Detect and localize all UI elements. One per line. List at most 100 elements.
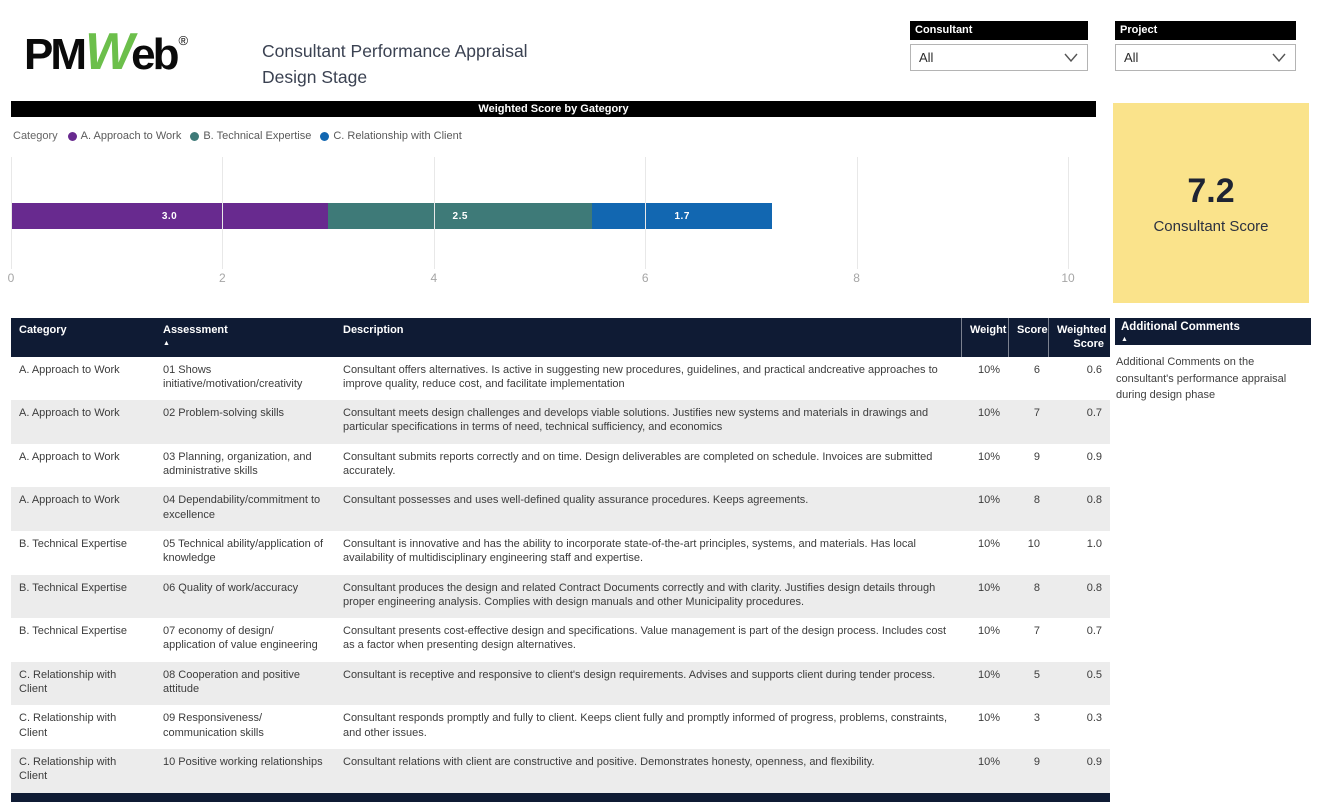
cell-weight[interactable]: 10% bbox=[977, 712, 1000, 725]
table-row[interactable]: A. Approach to Work 04 Dependability/comm… bbox=[11, 487, 1110, 531]
logo-text-pm: PM bbox=[24, 30, 87, 79]
cell-category[interactable]: B. Technical Expertise bbox=[19, 581, 128, 594]
bar-segment[interactable]: 1.7 bbox=[592, 203, 773, 229]
cell-weight[interactable]: 10% bbox=[977, 755, 1000, 768]
cell-weighted-score[interactable]: 0.9 bbox=[1086, 450, 1102, 463]
cell-assessment[interactable]: 07 economy of design/ application of val… bbox=[163, 625, 318, 652]
consultant-filter-dropdown[interactable]: All bbox=[910, 44, 1088, 71]
legend-item[interactable]: B. Technical Expertise bbox=[190, 130, 311, 142]
logo-text-eb: eb bbox=[131, 30, 179, 79]
cell-score[interactable]: 7 bbox=[1033, 407, 1040, 420]
table-body: A. Approach to Work 01 Shows initiative/m… bbox=[11, 356, 1110, 793]
cell-score[interactable]: 8 bbox=[1033, 581, 1040, 594]
chart-legend-items: A. Approach to Work B. Technical Expertis… bbox=[67, 130, 471, 142]
cell-weight[interactable]: 10% bbox=[977, 625, 1000, 638]
table-row[interactable]: C. Relationship with Client 09 Responsive… bbox=[11, 705, 1110, 749]
column-header-weight[interactable]: Weight bbox=[961, 318, 1008, 357]
cell-category[interactable]: C. Relationship with Client bbox=[19, 755, 117, 783]
cell-weight[interactable]: 10% bbox=[977, 537, 1000, 550]
cell-assessment[interactable]: 04 Dependability/commitment to excellenc… bbox=[163, 494, 321, 521]
additional-comments-header[interactable]: Additional Comments ▲ bbox=[1115, 318, 1311, 345]
cell-description[interactable]: Consultant submits reports correctly and… bbox=[343, 450, 933, 478]
bar-chart-plot: 3.0 2.5 1.7 0 2 4 6 8 10 bbox=[8, 157, 1075, 287]
cell-category[interactable]: B. Technical Expertise bbox=[19, 625, 128, 638]
cell-weight[interactable]: 10% bbox=[977, 363, 1000, 376]
cell-weighted-score[interactable]: 0.5 bbox=[1086, 668, 1102, 681]
column-header-weighted-score[interactable]: Weighted Score bbox=[1048, 318, 1110, 357]
report-title-line1: Consultant Performance Appraisal bbox=[262, 41, 528, 61]
gridline bbox=[433, 157, 435, 269]
table-row[interactable]: A. Approach to Work 01 Shows initiative/m… bbox=[11, 356, 1110, 401]
cell-score[interactable]: 7 bbox=[1033, 625, 1040, 638]
cell-score[interactable]: 5 bbox=[1033, 668, 1040, 681]
cell-weighted-score[interactable]: 0.7 bbox=[1086, 625, 1102, 638]
cell-assessment[interactable]: 08 Cooperation and positive attitude bbox=[163, 668, 300, 696]
bar-segment[interactable]: 2.5 bbox=[328, 203, 593, 229]
cell-category[interactable]: B. Technical Expertise bbox=[19, 537, 128, 550]
cell-description[interactable]: Consultant presents cost-effective desig… bbox=[343, 625, 947, 652]
cell-weight[interactable]: 10% bbox=[977, 407, 1000, 420]
legend-dot-icon bbox=[320, 131, 330, 141]
cell-assessment[interactable]: 01 Shows initiative/motivation/creativit… bbox=[163, 363, 303, 390]
cell-category[interactable]: A. Approach to Work bbox=[19, 450, 120, 463]
cell-category[interactable]: C. Relationship with Client bbox=[19, 668, 117, 696]
table-row[interactable]: A. Approach to Work 02 Problem-solving sk… bbox=[11, 400, 1110, 444]
cell-weighted-score[interactable]: 0.6 bbox=[1086, 363, 1102, 376]
legend-item[interactable]: A. Approach to Work bbox=[67, 130, 181, 142]
cell-description[interactable]: Consultant offers alternatives. Is activ… bbox=[343, 363, 938, 390]
column-header-assessment-label: Assessment bbox=[163, 324, 228, 336]
table-row[interactable]: B. Technical Expertise 06 Quality of work… bbox=[11, 574, 1110, 619]
table-row[interactable]: B. Technical Expertise 05 Technical abili… bbox=[11, 530, 1110, 575]
cell-score[interactable]: 9 bbox=[1033, 450, 1040, 463]
cell-score[interactable]: 9 bbox=[1033, 755, 1040, 768]
project-filter-dropdown[interactable]: All bbox=[1115, 44, 1296, 71]
column-header-score[interactable]: Score bbox=[1008, 318, 1048, 357]
cell-score[interactable]: 3 bbox=[1033, 712, 1040, 725]
cell-description[interactable]: Consultant meets design challenges and d… bbox=[343, 407, 929, 434]
cell-description[interactable]: Consultant relations with client are con… bbox=[343, 755, 875, 768]
cell-score[interactable]: 6 bbox=[1033, 363, 1040, 376]
cell-weight[interactable]: 10% bbox=[977, 450, 1000, 463]
column-header-description[interactable]: Description bbox=[343, 324, 404, 336]
table-row[interactable]: A. Approach to Work 03 Planning, organiza… bbox=[11, 443, 1110, 488]
project-filter-label: Project bbox=[1115, 21, 1296, 40]
cell-score[interactable]: 10 bbox=[1027, 537, 1040, 550]
chevron-down-icon[interactable] bbox=[1272, 53, 1286, 62]
cell-category[interactable]: A. Approach to Work bbox=[19, 494, 120, 507]
table-row[interactable]: C. Relationship with Client 10 Positive w… bbox=[11, 748, 1110, 793]
cell-score[interactable]: 8 bbox=[1033, 494, 1040, 507]
cell-assessment[interactable]: 02 Problem-solving skills bbox=[163, 407, 285, 420]
additional-comments-panel: Additional Comments ▲ Additional Comment… bbox=[1115, 318, 1311, 404]
cell-weighted-score[interactable]: 0.7 bbox=[1086, 407, 1102, 420]
cell-weight[interactable]: 10% bbox=[977, 581, 1000, 594]
legend-item[interactable]: C. Relationship with Client bbox=[320, 130, 462, 142]
cell-weighted-score[interactable]: 0.8 bbox=[1086, 494, 1102, 507]
cell-assessment[interactable]: 05 Technical ability/application of know… bbox=[163, 537, 324, 565]
chevron-down-icon[interactable] bbox=[1064, 53, 1078, 62]
column-header-assessment[interactable]: Assessment ▲ bbox=[155, 318, 335, 357]
cell-category[interactable]: A. Approach to Work bbox=[19, 363, 120, 376]
cell-category[interactable]: C. Relationship with Client bbox=[19, 712, 117, 739]
cell-assessment[interactable]: 10 Positive working relationships bbox=[163, 755, 323, 768]
cell-description[interactable]: Consultant produces the design and relat… bbox=[343, 581, 936, 608]
cell-weighted-score[interactable]: 1.0 bbox=[1086, 537, 1102, 550]
cell-description[interactable]: Consultant is receptive and responsive t… bbox=[343, 668, 936, 681]
cell-assessment[interactable]: 03 Planning, organization, and administr… bbox=[163, 450, 312, 478]
table-row[interactable]: B. Technical Expertise 07 economy of desi… bbox=[11, 618, 1110, 662]
bar-segment[interactable]: 3.0 bbox=[11, 203, 329, 229]
table-row[interactable]: C. Relationship with Client 08 Cooperatio… bbox=[11, 661, 1110, 706]
cell-weighted-score[interactable]: 0.3 bbox=[1086, 712, 1102, 725]
cell-assessment[interactable]: 09 Responsiveness/ communication skills bbox=[163, 712, 264, 739]
table-header-row: Category Assessment ▲ Description Weight… bbox=[11, 318, 1110, 357]
cell-weighted-score[interactable]: 0.8 bbox=[1086, 581, 1102, 594]
cell-weight[interactable]: 10% bbox=[977, 494, 1000, 507]
cell-weight[interactable]: 10% bbox=[977, 668, 1000, 681]
cell-description[interactable]: Consultant responds promptly and fully t… bbox=[343, 712, 948, 739]
cell-description[interactable]: Consultant possesses and uses well-defin… bbox=[343, 494, 809, 507]
table-total-bar bbox=[11, 792, 1110, 802]
cell-weighted-score[interactable]: 0.9 bbox=[1086, 755, 1102, 768]
cell-assessment[interactable]: 06 Quality of work/accuracy bbox=[163, 581, 299, 594]
cell-description[interactable]: Consultant is innovative and has the abi… bbox=[343, 537, 916, 565]
cell-category[interactable]: A. Approach to Work bbox=[19, 407, 120, 420]
column-header-category[interactable]: Category bbox=[19, 324, 67, 336]
